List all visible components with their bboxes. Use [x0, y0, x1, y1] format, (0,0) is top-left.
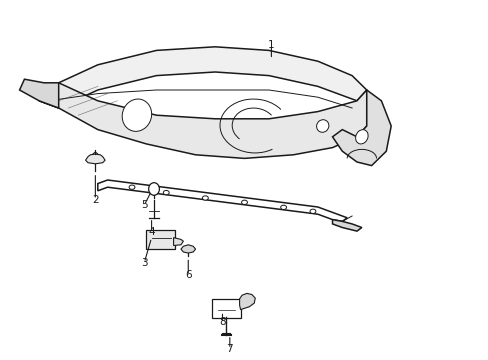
- Text: 5: 5: [141, 200, 147, 210]
- Polygon shape: [20, 79, 59, 108]
- Text: 8: 8: [219, 317, 225, 327]
- Polygon shape: [181, 245, 195, 253]
- Polygon shape: [332, 220, 361, 231]
- Polygon shape: [39, 47, 366, 108]
- Text: 1: 1: [267, 40, 274, 50]
- Text: 2: 2: [92, 195, 99, 205]
- Polygon shape: [332, 90, 390, 166]
- Circle shape: [129, 185, 135, 189]
- Polygon shape: [239, 293, 255, 310]
- FancyBboxPatch shape: [211, 299, 240, 318]
- FancyBboxPatch shape: [145, 230, 174, 249]
- Circle shape: [241, 200, 247, 204]
- Polygon shape: [85, 154, 105, 164]
- Ellipse shape: [122, 99, 151, 131]
- Circle shape: [202, 196, 208, 200]
- Text: 6: 6: [184, 270, 191, 280]
- Polygon shape: [98, 180, 346, 221]
- Circle shape: [163, 190, 169, 195]
- Text: 7: 7: [226, 344, 233, 354]
- Ellipse shape: [355, 130, 367, 144]
- Ellipse shape: [148, 183, 159, 195]
- Polygon shape: [39, 83, 366, 158]
- Text: 3: 3: [141, 258, 147, 268]
- Circle shape: [309, 209, 315, 213]
- Polygon shape: [173, 238, 183, 246]
- Text: 4: 4: [148, 227, 155, 237]
- Ellipse shape: [316, 120, 328, 132]
- Circle shape: [280, 205, 286, 210]
